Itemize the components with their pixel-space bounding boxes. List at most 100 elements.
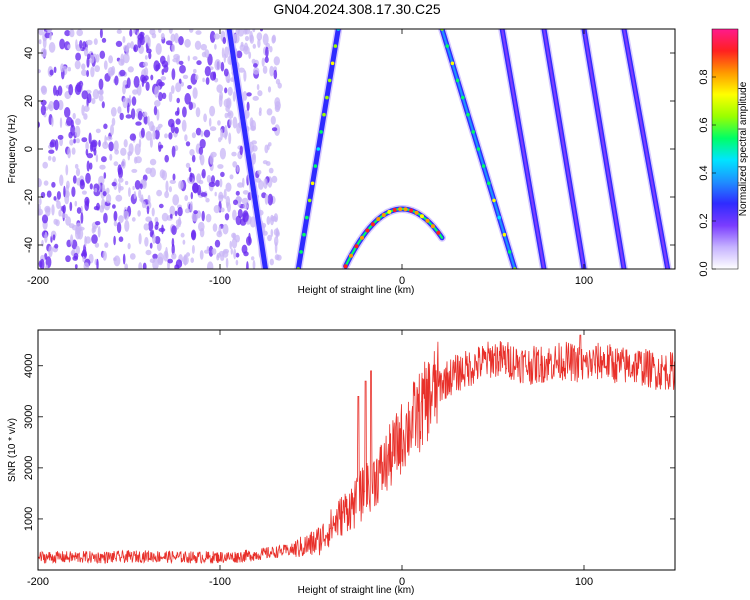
noise-speckle (44, 231, 48, 243)
noise-speckle (101, 198, 106, 210)
noise-speckle (207, 261, 214, 269)
noise-speckle (172, 173, 176, 181)
noise-speckle (269, 214, 275, 226)
y-tick-label: -20 (23, 189, 35, 205)
noise-speckle (227, 86, 233, 96)
noise-speckle (72, 175, 77, 184)
noise-speckle (172, 194, 180, 206)
noise-speckle (230, 248, 233, 255)
noise-speckle (223, 98, 231, 108)
noise-speckle (79, 179, 85, 186)
noise-speckle (171, 44, 176, 52)
noise-speckle (59, 117, 63, 128)
spectral-hotspot (476, 147, 481, 151)
noise-speckle (38, 178, 42, 188)
noise-speckle (101, 101, 105, 109)
noise-speckle (178, 36, 184, 46)
noise-speckle (133, 46, 136, 52)
noise-speckle (235, 252, 240, 258)
noise-speckle (271, 127, 278, 132)
y-tick-label: 40 (23, 47, 35, 59)
noise-speckle (41, 239, 44, 247)
noise-speckle (132, 29, 136, 34)
noise-speckle (204, 66, 211, 77)
noise-speckle (208, 181, 216, 188)
noise-speckle (38, 69, 41, 74)
noise-speckle (195, 30, 202, 35)
spectral-hotspot (376, 217, 381, 222)
noise-speckle (134, 180, 141, 190)
noise-speckle (171, 145, 176, 158)
spectral-hotspot (414, 210, 419, 215)
noise-speckle (87, 53, 91, 60)
noise-speckle (101, 156, 107, 163)
noise-speckle (271, 35, 276, 44)
noise-speckle (56, 200, 61, 209)
noise-speckle (145, 249, 152, 256)
noise-speckle (225, 182, 232, 192)
spectral-hotspot (327, 78, 332, 83)
noise-speckle (86, 160, 90, 172)
noise-speckle (232, 116, 238, 129)
noise-speckle (142, 262, 147, 269)
noise-speckle (59, 38, 65, 50)
noise-speckle (251, 58, 256, 64)
noise-speckle (90, 66, 95, 78)
noise-speckle (147, 194, 151, 205)
noise-speckle (124, 220, 130, 232)
noise-speckle (147, 115, 150, 126)
noise-speckle (105, 136, 113, 141)
noise-speckle (264, 56, 269, 63)
noise-speckle (196, 60, 202, 66)
x-tick-label: -200 (27, 275, 49, 287)
noise-speckle (61, 213, 68, 218)
noise-speckle (65, 164, 69, 176)
noise-speckle (71, 186, 76, 198)
noise-speckle (253, 63, 258, 68)
noise-speckle (246, 261, 249, 269)
noise-speckle (128, 94, 132, 107)
spectral-hotspot (349, 253, 353, 258)
noise-speckle (243, 203, 249, 210)
noise-speckle (143, 223, 150, 231)
noise-speckle (95, 128, 101, 134)
noise-speckle (199, 228, 205, 238)
noise-speckle (102, 250, 107, 261)
noise-speckle (94, 242, 100, 248)
colorbar-tick-label: 0.2 (698, 213, 710, 228)
noise-speckle (49, 33, 52, 41)
noise-speckle (160, 76, 167, 81)
noise-speckle (133, 156, 138, 164)
noise-speckle (116, 29, 122, 34)
noise-speckle (172, 58, 179, 63)
noise-speckle (200, 43, 207, 51)
noise-speckle (240, 41, 244, 47)
noise-speckle (41, 214, 49, 224)
noise-speckle (57, 85, 63, 96)
noise-speckle (249, 34, 255, 44)
spectral-hotspot (455, 78, 460, 83)
noise-speckle (224, 46, 229, 59)
noise-speckle (256, 32, 263, 41)
noise-speckle (83, 113, 88, 120)
noise-speckle (113, 140, 119, 152)
noise-speckle (83, 262, 90, 269)
noise-speckle (191, 132, 196, 139)
noise-speckle (114, 75, 119, 86)
spectral-hotspot (420, 214, 424, 219)
noise-speckle (273, 69, 278, 80)
noise-speckle (120, 147, 127, 156)
noise-speckle (188, 167, 192, 173)
noise-speckle (229, 174, 234, 180)
y-tick-label: 20 (23, 95, 35, 107)
noise-speckle (161, 60, 169, 68)
noise-speckle (182, 239, 186, 245)
noise-speckle (75, 138, 80, 144)
noise-speckle (81, 69, 88, 76)
noise-speckle (143, 111, 148, 118)
noise-speckle (86, 57, 90, 68)
spectral-curve-core (501, 29, 546, 269)
noise-speckle (91, 98, 96, 105)
spectral-hotspot (497, 215, 502, 220)
noise-speckle (205, 197, 210, 203)
